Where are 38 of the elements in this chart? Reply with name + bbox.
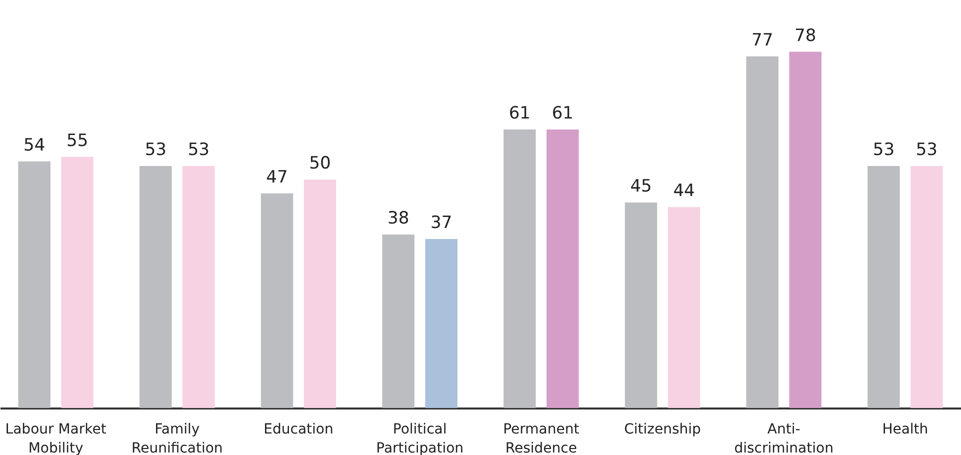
x-tick-label: Health	[882, 422, 928, 438]
data-label: 53	[872, 140, 895, 160]
data-label: 61	[508, 103, 530, 124]
data-label: 37	[430, 213, 452, 234]
x-tick-label: Citizenship	[624, 422, 702, 438]
bar	[182, 166, 215, 408]
bar	[382, 234, 414, 408]
bar	[668, 207, 700, 408]
data-label: 54	[24, 135, 46, 156]
bar	[868, 166, 900, 408]
bar	[304, 180, 336, 408]
bar	[425, 239, 458, 408]
bar	[18, 161, 50, 408]
data-label: 44	[673, 181, 695, 202]
x-tick-label: Permanent Residence	[503, 422, 580, 455]
x-tick-label: Education	[264, 422, 334, 438]
data-label: 45	[630, 176, 652, 197]
data-label: 77	[752, 30, 774, 50]
data-label: 50	[309, 154, 331, 174]
data-label: 53	[144, 140, 166, 160]
bar	[61, 156, 94, 408]
data-label: 47	[266, 167, 288, 188]
data-label: 78	[794, 26, 816, 46]
bar	[624, 202, 658, 408]
bar	[746, 56, 778, 408]
data-label: 55	[66, 130, 88, 151]
bar	[910, 166, 943, 408]
bar	[260, 193, 294, 408]
data-label: 53	[188, 140, 210, 160]
data-label: 61	[552, 103, 574, 124]
data-label: 53	[916, 140, 938, 160]
x-tick-label: Family Reunification	[132, 422, 223, 455]
bar	[789, 52, 822, 408]
x-tick-label: Anti-discrimination	[734, 422, 834, 455]
bar	[504, 129, 536, 408]
bar	[546, 129, 579, 408]
bar	[140, 166, 172, 408]
data-label: 38	[388, 208, 410, 228]
